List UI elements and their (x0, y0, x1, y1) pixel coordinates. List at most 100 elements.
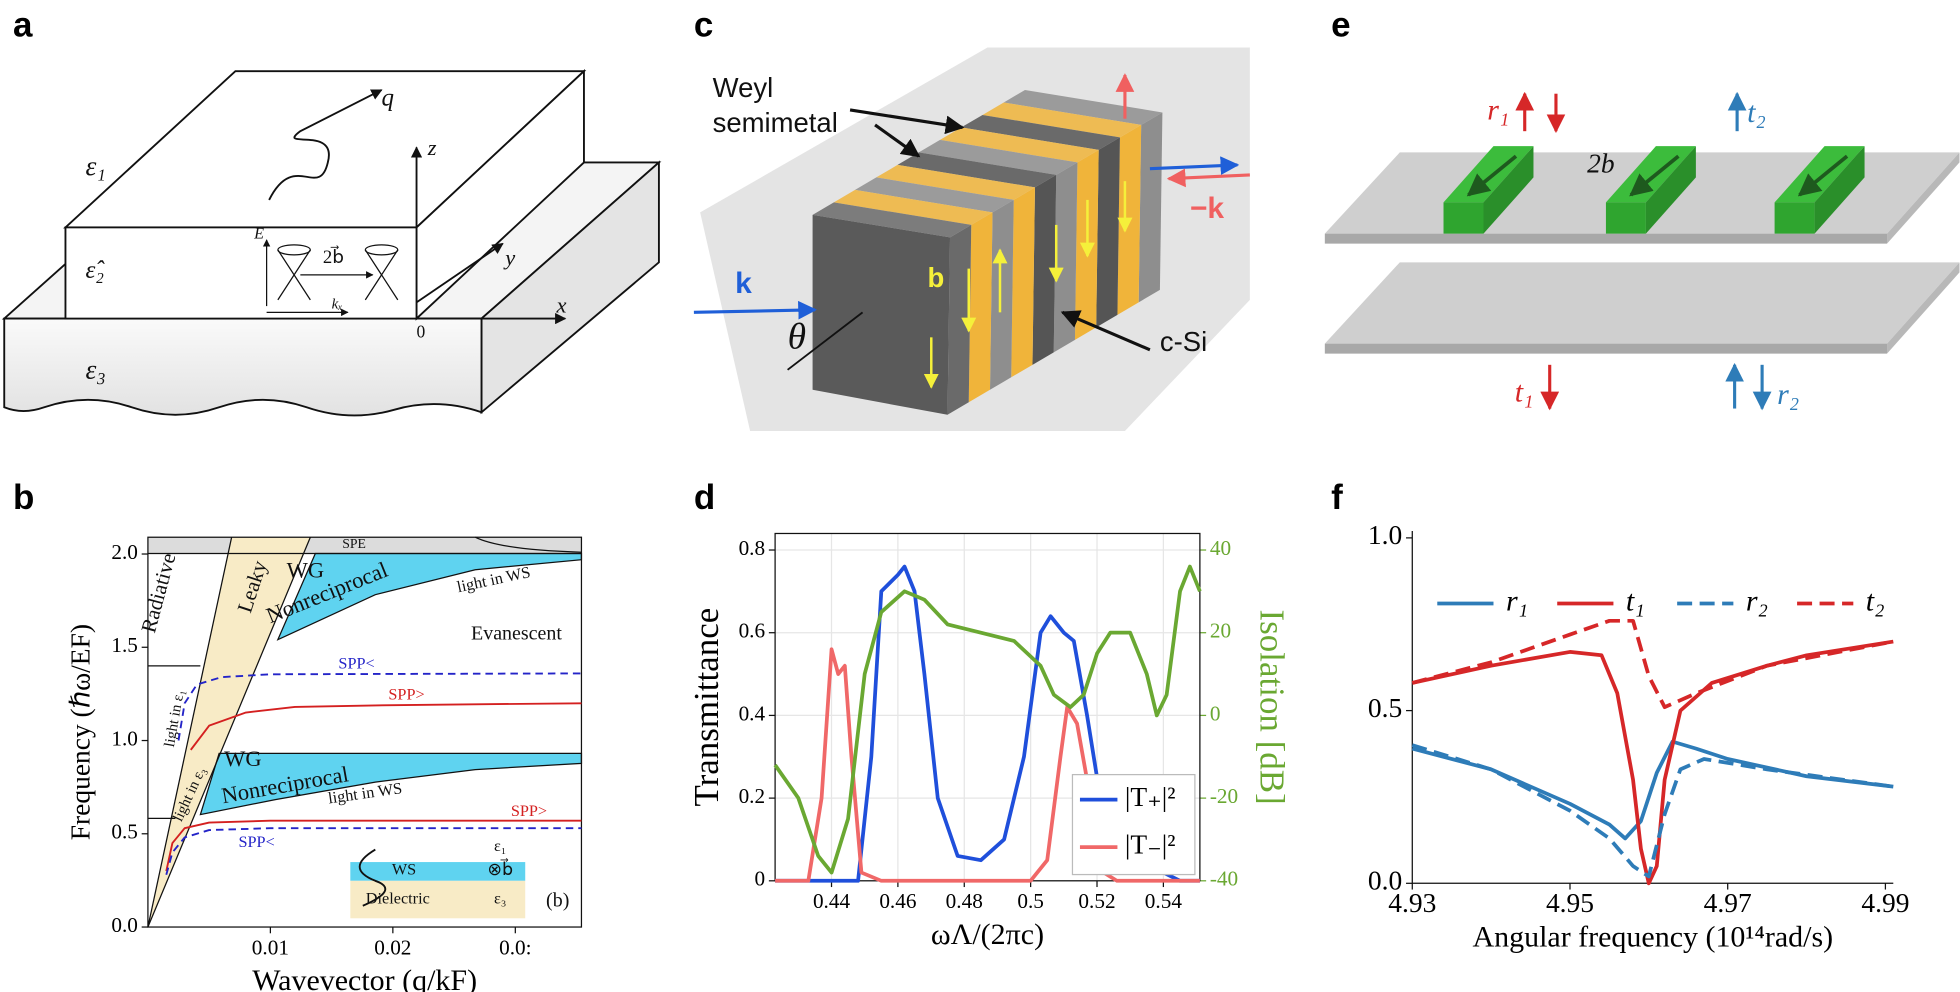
layer-side (1053, 162, 1078, 353)
diagram-label: q⃗ (382, 85, 414, 112)
layer-top (812, 202, 972, 238)
annotation: SPP> (511, 802, 547, 820)
diagram-label: k (735, 267, 752, 300)
annotation: ε₃ (494, 889, 506, 907)
arrow (874, 123, 921, 158)
layer-side (1138, 112, 1163, 303)
legend-box (1071, 773, 1196, 876)
layer-top (918, 139, 1078, 175)
diagram-label: ε₁ (85, 151, 105, 181)
legend-label: |T₋|² (1125, 829, 1176, 859)
x-tick-label: 0.52 (1078, 889, 1115, 913)
annotation: light in ε₁ (162, 688, 188, 748)
diagram-label: 0 (417, 322, 426, 342)
layer-top (833, 189, 993, 225)
diagram-label: t₂ (1747, 96, 1766, 129)
y2-tick-label: -40 (1210, 867, 1238, 891)
x-tick-label: 0.48 (946, 889, 983, 913)
annotation: SPE (342, 536, 366, 551)
x-tick-label: 0.01 (252, 935, 289, 959)
x-axis-label: ωΛ/(2πc) (931, 918, 1044, 951)
panel-label: a (13, 6, 33, 45)
diagram-label: b (928, 262, 945, 293)
y2-tick-label: 0 (1210, 701, 1221, 725)
x-tick-label: 0.0: (499, 935, 531, 959)
layer-side (989, 199, 1014, 390)
y-tick-label: 0.8 (739, 536, 766, 560)
panel-label: d (694, 478, 715, 517)
layer-top (855, 177, 1014, 213)
diagram-label: r₂ (1777, 378, 1799, 411)
x-tick-label: 4.95 (1546, 888, 1594, 918)
y-tick-label: 1.0 (111, 726, 138, 750)
bar-front (1774, 202, 1815, 234)
annotation: ε₁ (494, 837, 506, 855)
bar-front (1443, 202, 1484, 234)
bar-side (1483, 146, 1534, 234)
series-line (1411, 618, 1894, 710)
panel-c-drawing (693, 47, 1250, 432)
diagram-label: E (253, 225, 264, 243)
x-tick-label: 4.99 (1861, 888, 1909, 918)
y-tick-label: 1.0 (1368, 520, 1402, 550)
x-tick-label: 0.54 (1145, 889, 1183, 913)
x-axis-label: Angular frequency (10¹⁴rad/s) (1472, 920, 1833, 953)
series-line (165, 819, 582, 872)
layer-top (940, 127, 1099, 163)
x-tick-label: 4.93 (1388, 888, 1436, 918)
angle-line (787, 311, 864, 371)
series-line (773, 564, 1202, 875)
diagram-label: ε̂₂ (85, 257, 105, 284)
y2-axis-label: Isolation [dB] (1253, 610, 1292, 805)
annotation: WG (224, 746, 261, 771)
annotation: WS (392, 861, 416, 879)
bar-side (1645, 146, 1696, 234)
x-tick-label: 4.97 (1704, 888, 1752, 918)
block-end (812, 214, 951, 415)
diagram-label: Weyl (713, 72, 774, 103)
y-tick-label: 0.5 (111, 820, 138, 844)
diagram-label: 2b⃗ (323, 245, 344, 268)
x-tick-label: 0.02 (374, 935, 411, 959)
x-tick-label: 0.46 (879, 889, 916, 913)
series-line (1411, 739, 1894, 841)
diagram-label: semimetal (713, 107, 838, 138)
diagram-label: y (503, 245, 515, 270)
panel-label: e (1331, 6, 1350, 45)
series-line (190, 702, 582, 751)
bar-side (1814, 146, 1865, 234)
panel-label: f (1331, 478, 1343, 517)
plot-frame (147, 536, 583, 928)
y-tick-label: 0.5 (1368, 693, 1402, 723)
bar-front (1605, 202, 1646, 234)
y-tick-label: 2.0 (111, 540, 138, 564)
y2-tick-label: -20 (1210, 784, 1238, 808)
layer-side (1117, 124, 1142, 315)
legend-label: |T₊|² (1125, 782, 1176, 812)
layer-side (1032, 174, 1057, 365)
panel-b-regions (147, 536, 583, 928)
y-tick-label: 0.0 (1368, 866, 1402, 896)
bar-arrow (1629, 154, 1680, 197)
y-tick-label: 0 (754, 867, 765, 891)
diagram-label: t₁ (1515, 376, 1534, 409)
legend-label: t₁ (1626, 584, 1645, 617)
layer-side (1096, 137, 1120, 328)
y-tick-label: 0.6 (739, 619, 766, 643)
arrow (1060, 310, 1151, 352)
arrow (1149, 156, 1240, 176)
bar-arrow (1466, 154, 1518, 197)
axes (1411, 530, 1894, 884)
arrow (1166, 168, 1250, 188)
x-tick-label: 0.5 (1017, 889, 1044, 913)
arrow (693, 300, 817, 320)
legend-label: r₁ (1506, 584, 1528, 617)
diagram-label: r₁ (1487, 93, 1509, 126)
layer-top (897, 152, 1057, 188)
legend-label: r₂ (1746, 584, 1768, 617)
annotation: WG (287, 557, 324, 582)
annotation: SPP< (238, 833, 274, 851)
y-tick-label: 0.2 (739, 784, 766, 808)
x-axis-label: Wavevector (q/kF) (252, 964, 477, 992)
